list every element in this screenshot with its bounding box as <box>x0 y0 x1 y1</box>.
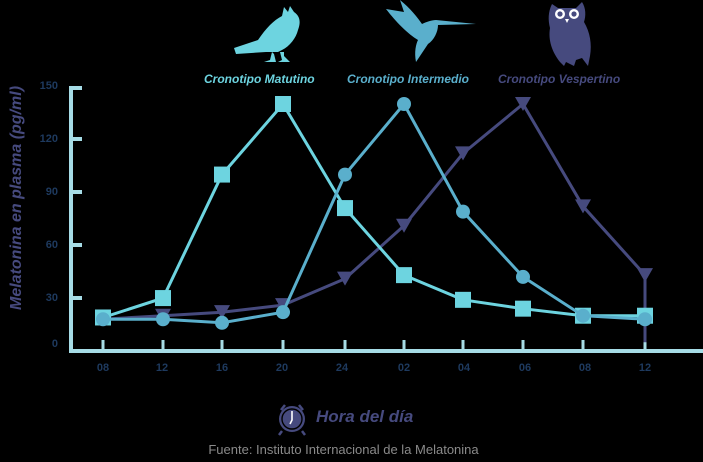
data-point <box>455 291 471 308</box>
data-point <box>575 199 591 214</box>
data-point <box>515 97 531 111</box>
data-point <box>214 305 230 320</box>
x-axis-label: Hora del día <box>316 407 414 426</box>
data-point <box>276 305 290 320</box>
axes <box>69 86 703 353</box>
data-point <box>638 312 652 327</box>
legend-vespertino: Cronotipo Vespertino <box>498 72 621 86</box>
series-cronotipo-intermedio <box>96 97 652 330</box>
songbird-icon <box>234 6 300 62</box>
data-point <box>337 271 353 286</box>
data-point <box>576 308 590 323</box>
x-tick: 16 <box>215 362 229 374</box>
x-tick: 08 <box>578 362 592 374</box>
x-tick: 24 <box>335 362 349 374</box>
x-tick: 12 <box>638 362 652 374</box>
data-point <box>214 166 230 183</box>
series-cronotipo-matutino <box>95 96 653 326</box>
data-point <box>337 200 353 217</box>
data-point <box>515 300 531 317</box>
legend-matutino: Cronotipo Matutino <box>204 72 315 86</box>
y-tick: 150 <box>39 80 58 92</box>
data-point <box>396 267 412 284</box>
y-tick: 30 <box>45 292 58 304</box>
alarm-clock-icon <box>278 404 306 436</box>
x-tick: 04 <box>457 362 471 374</box>
data-point <box>215 315 229 330</box>
y-tick: 90 <box>45 186 58 198</box>
x-tick: 02 <box>397 362 411 374</box>
source-text: Fuente: Instituto Internacional de la Me… <box>208 442 479 457</box>
source-note: Fuente: Instituto Internacional de la Me… <box>0 442 703 457</box>
legend-intermedio: Cronotipo Intermedio <box>347 72 469 86</box>
data-point <box>637 268 653 283</box>
data-point <box>96 312 110 327</box>
data-point <box>396 218 412 233</box>
data-point <box>338 167 352 182</box>
data-point <box>516 269 530 284</box>
x-tick: 12 <box>155 362 169 374</box>
y-tick: 60 <box>45 239 58 251</box>
data-point <box>155 290 171 307</box>
data-point <box>456 204 470 219</box>
data-point <box>397 97 411 111</box>
owl-icon <box>548 2 591 66</box>
x-tick: 06 <box>518 362 532 374</box>
y-tick: 0 <box>51 338 58 350</box>
y-tick: 120 <box>39 133 58 145</box>
data-point <box>156 312 170 327</box>
data-point <box>275 96 291 112</box>
x-tick: 20 <box>275 362 289 374</box>
hummingbird-icon <box>386 0 476 62</box>
data-point <box>455 146 471 161</box>
x-tick: 08 <box>96 362 110 374</box>
